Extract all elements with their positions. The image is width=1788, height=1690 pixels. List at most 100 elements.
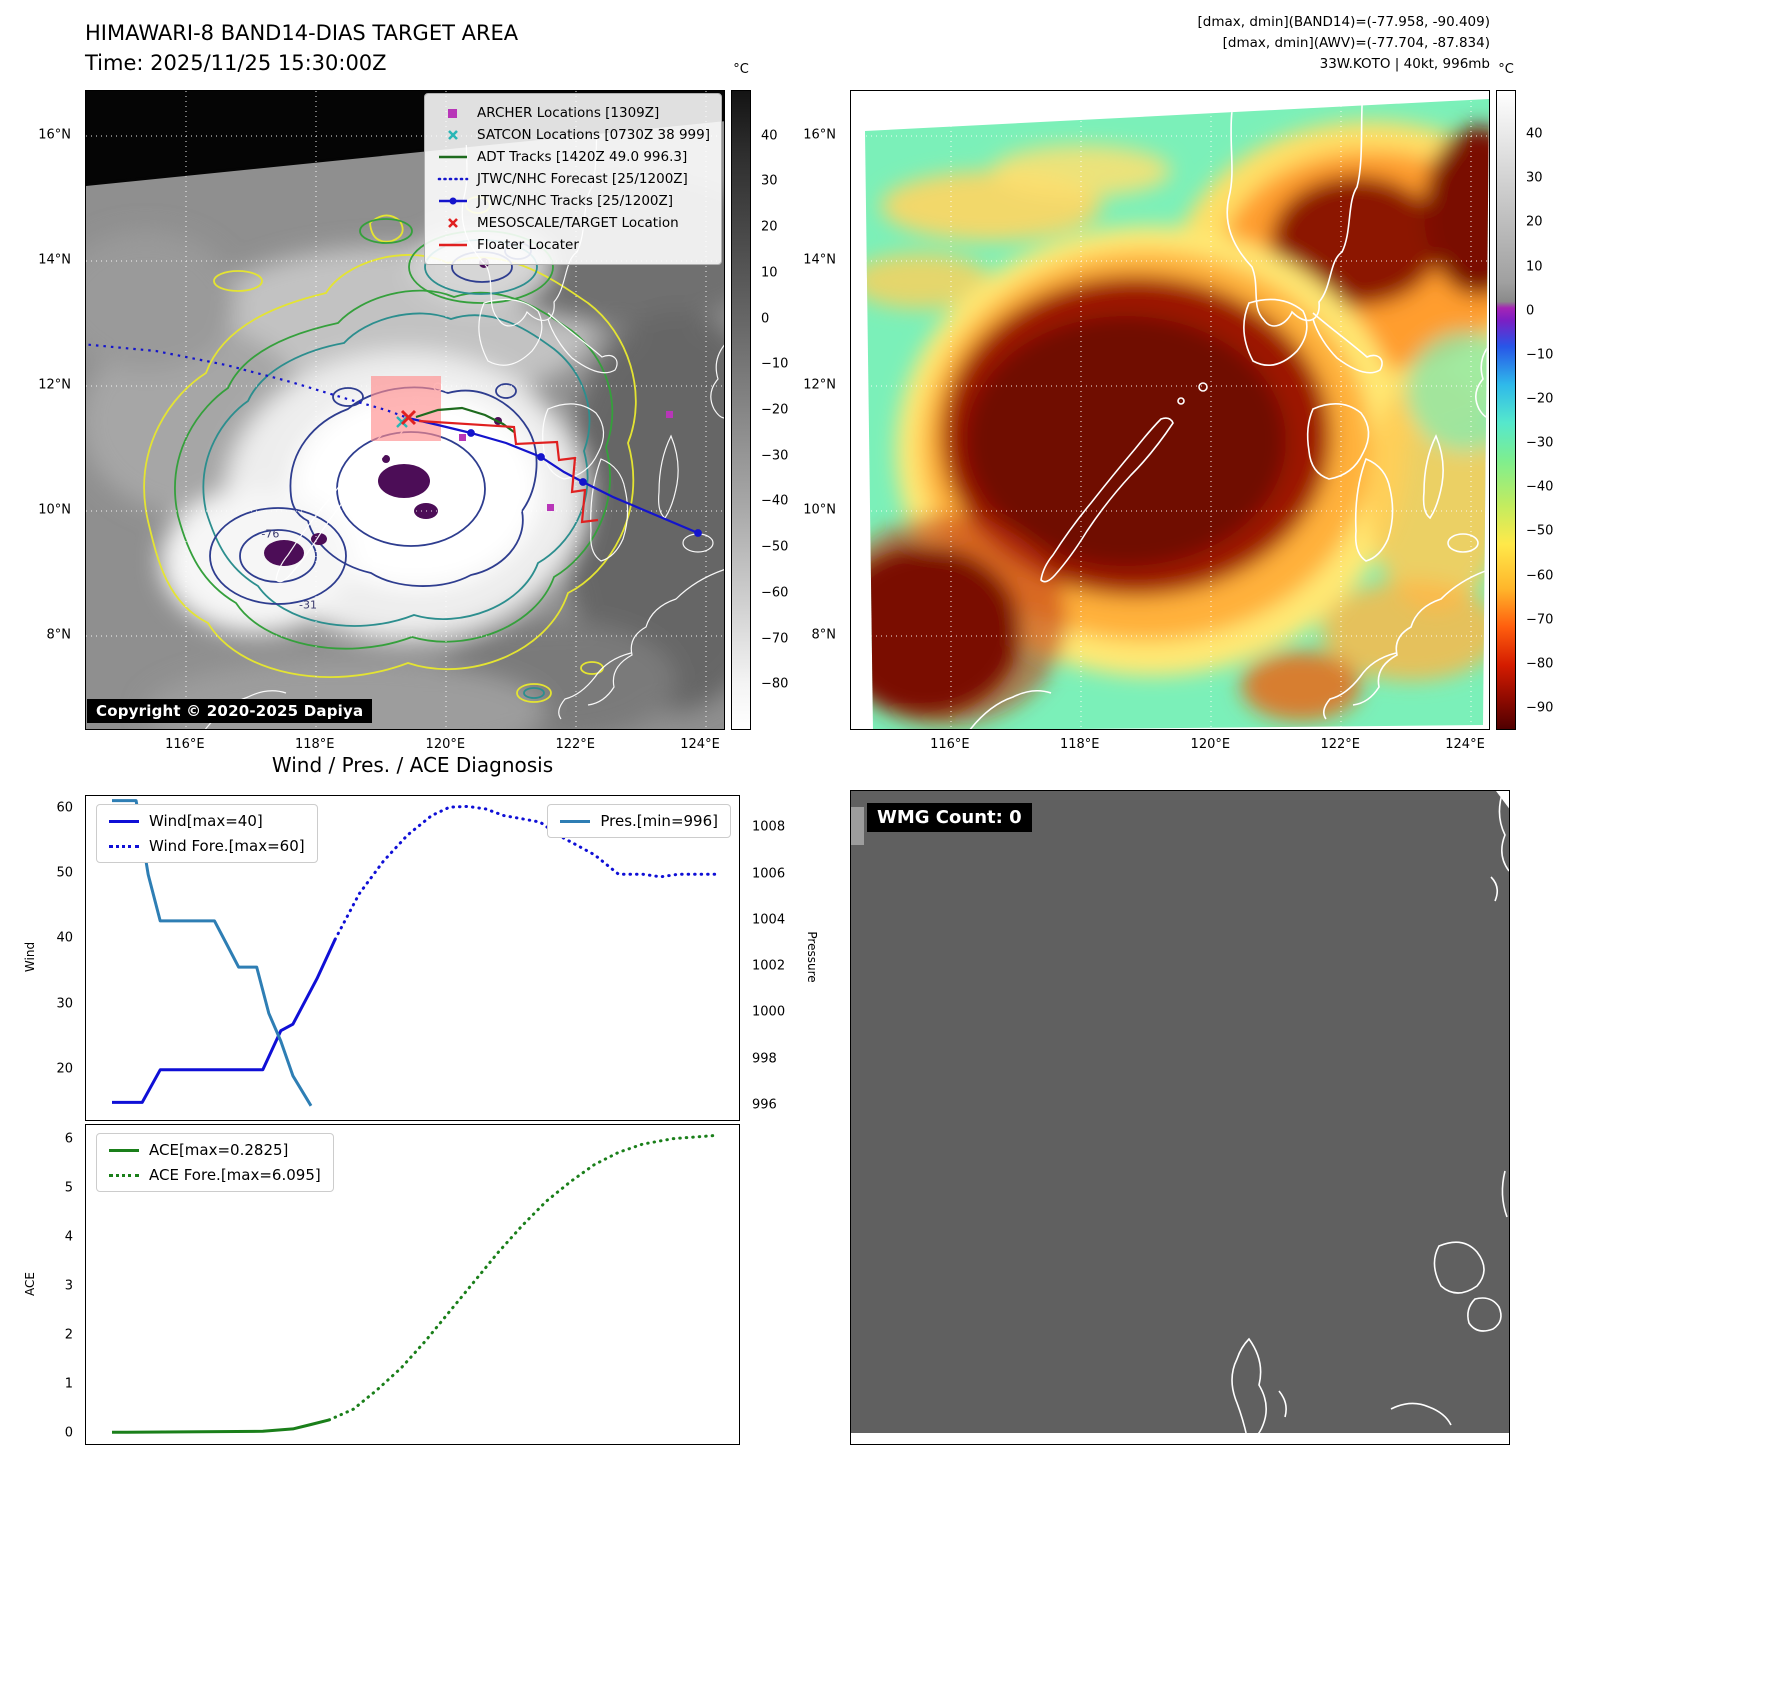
lat-tick: 8°N (46, 627, 72, 643)
colorbar-tick: 40 (761, 128, 778, 144)
colorbar-tick: −70 (761, 631, 789, 647)
value-tick: 5 (64, 1180, 73, 1196)
value-tick: 3 (64, 1278, 73, 1294)
pressure-legend-label: Pres.[min=996] (600, 812, 718, 830)
colorbar-tick: −30 (1526, 435, 1554, 451)
coastlines (968, 99, 1489, 729)
awv-y-axis: 16°N 14°N 12°N 10°N 8°N (790, 90, 842, 730)
line-swatch-icon (435, 149, 471, 165)
lon-tick: 118°E (294, 737, 335, 752)
colorbar-tick: 10 (761, 265, 778, 281)
series-ace-max-0-2825 (111, 1418, 330, 1434)
legend-label: ADT Tracks [1420Z 49.0 996.3] (477, 149, 688, 165)
colorbar-tick: −90 (1526, 700, 1554, 716)
lon-tick: 122°E (555, 737, 595, 752)
jtwc-track-line (407, 416, 702, 537)
colorbar-tick: 40 (1526, 126, 1543, 142)
ace-axis-label: ACE (23, 1272, 37, 1296)
value-tick: 1004 (752, 912, 786, 928)
legend-item: ACE[max=0.2825] (109, 1141, 321, 1159)
ace-forecast-legend-label: ACE Fore.[max=6.095] (149, 1166, 321, 1184)
ace-legend: ACE[max=0.2825] ACE Fore.[max=6.095] (96, 1133, 334, 1192)
ace-line-swatch (109, 1148, 139, 1152)
wind-line-swatch (109, 819, 139, 823)
awv-header: [dmax, dmin](BAND14)=(-77.958, -90.409) … (1040, 12, 1490, 75)
mesoscale-target-marker (400, 409, 417, 426)
value-tick: 20 (56, 1061, 73, 1077)
legend-item: JTWC/NHC Forecast [25/1200Z] (435, 168, 711, 190)
legend-item: MESOSCALE/TARGET Location (435, 212, 711, 234)
lon-tick: 124°E (680, 737, 720, 752)
colorbar-tick: 0 (1526, 303, 1535, 319)
ace-plot (111, 1134, 717, 1434)
lon-tick: 118°E (1059, 737, 1100, 752)
legend-item: Wind[max=40] (109, 812, 305, 830)
ace-y-axis: 6 5 4 3 2 1 0 (37, 1124, 79, 1445)
colorbar-tick: −70 (1526, 612, 1554, 628)
wind-legend: Wind[max=40] Wind Fore.[max=60] (96, 804, 318, 863)
band14-legend: ARCHER Locations [1309Z] SATCON Locations… (424, 93, 722, 265)
lon-tick: 116°E (930, 737, 970, 752)
lon-tick: 120°E (425, 737, 466, 752)
value-tick: 30 (56, 996, 73, 1012)
colorbar-tick: −20 (1526, 391, 1554, 407)
lat-tick: 12°N (803, 377, 836, 393)
square-swatch-icon (435, 105, 471, 121)
colorbar-tick: −40 (1526, 479, 1554, 495)
wmg-background (851, 791, 1509, 1444)
legend-item: ADT Tracks [1420Z 49.0 996.3] (435, 146, 711, 168)
legend-item: ARCHER Locations [1309Z] (435, 102, 711, 124)
pressure-axis-label: Pressure (805, 931, 819, 983)
colorbar-tick: −60 (1526, 568, 1554, 584)
wind-axis-label: Wind (23, 941, 37, 973)
legend-label: ARCHER Locations [1309Z] (477, 105, 660, 121)
contour-value-label: -76 (261, 527, 280, 541)
wind-pressure-chart: Wind[max=40] Wind Fore.[max=60] Pres.[mi… (85, 795, 740, 1121)
legend-item: Floater Locater (435, 234, 711, 256)
diagnosis-title: Wind / Pres. / ACE Diagnosis (271, 753, 554, 777)
lat-tick: 14°N (803, 252, 836, 268)
x-swatch-icon (435, 127, 471, 143)
x-swatch-icon (435, 215, 471, 231)
floater-line (418, 419, 599, 524)
value-tick: 6 (64, 1131, 73, 1147)
series-wind-max-40 (112, 938, 337, 1104)
band14-title-block: HIMAWARI-8 BAND14-DIAS TARGET AREA Time:… (85, 18, 518, 79)
value-tick: 1002 (752, 958, 786, 974)
ace-forecast-swatch (109, 1173, 139, 1177)
colorbar-tick: 20 (1526, 214, 1543, 230)
legend-item: Wind Fore.[max=60] (109, 837, 305, 855)
legend-label: Floater Locater (477, 237, 579, 253)
lat-tick: 10°N (38, 502, 71, 518)
lat-tick: 16°N (803, 127, 836, 143)
jtwc-forecast-line (86, 343, 409, 420)
awv-colorbar-ticks: 40 30 20 10 0 −10 −20 −30 −40 −50 −60 −70 −80 −90 (1520, 90, 1566, 730)
value-tick: 998 (752, 1051, 777, 1067)
value-tick: 2 (64, 1327, 73, 1343)
lon-tick: 120°E (1190, 737, 1231, 752)
copyright-label: Copyright © 2020-2025 Dapiya (87, 699, 373, 723)
band14-colorbar (731, 90, 751, 730)
legend-label: JTWC/NHC Tracks [25/1200Z] (477, 193, 674, 209)
wind-forecast-legend-label: Wind Fore.[max=60] (149, 837, 305, 855)
lat-tick: 14°N (38, 252, 71, 268)
colorbar-tick: −30 (761, 448, 789, 464)
lat-tick: 8°N (811, 627, 837, 643)
wmg-count-label: WMG Count: 0 (867, 803, 1032, 832)
value-tick: 1000 (752, 1004, 786, 1020)
lon-tick: 124°E (1445, 737, 1485, 752)
colorbar-tick: −40 (761, 493, 789, 509)
ace-legend-label: ACE[max=0.2825] (149, 1141, 289, 1159)
series-ace-fore-max-6-095 (327, 1134, 717, 1422)
legend-item: SATCON Locations [0730Z 38 999] (435, 124, 711, 146)
wind-forecast-swatch (109, 844, 139, 848)
awv-colorbar (1496, 90, 1516, 730)
dmax-dmin-awv: [dmax, dmin](AWV)=(-77.704, -87.834) (1222, 34, 1490, 51)
storm-id-intensity: 33W.KOTO | 40kt, 996mb (1319, 55, 1490, 72)
ace-chart: ACE[max=0.2825] ACE Fore.[max=6.095] (85, 1124, 740, 1445)
lat-tick: 16°N (38, 127, 71, 143)
colorbar-tick: −60 (761, 585, 789, 601)
archer-markers (459, 411, 673, 511)
wmg-imagery (851, 791, 1509, 1444)
